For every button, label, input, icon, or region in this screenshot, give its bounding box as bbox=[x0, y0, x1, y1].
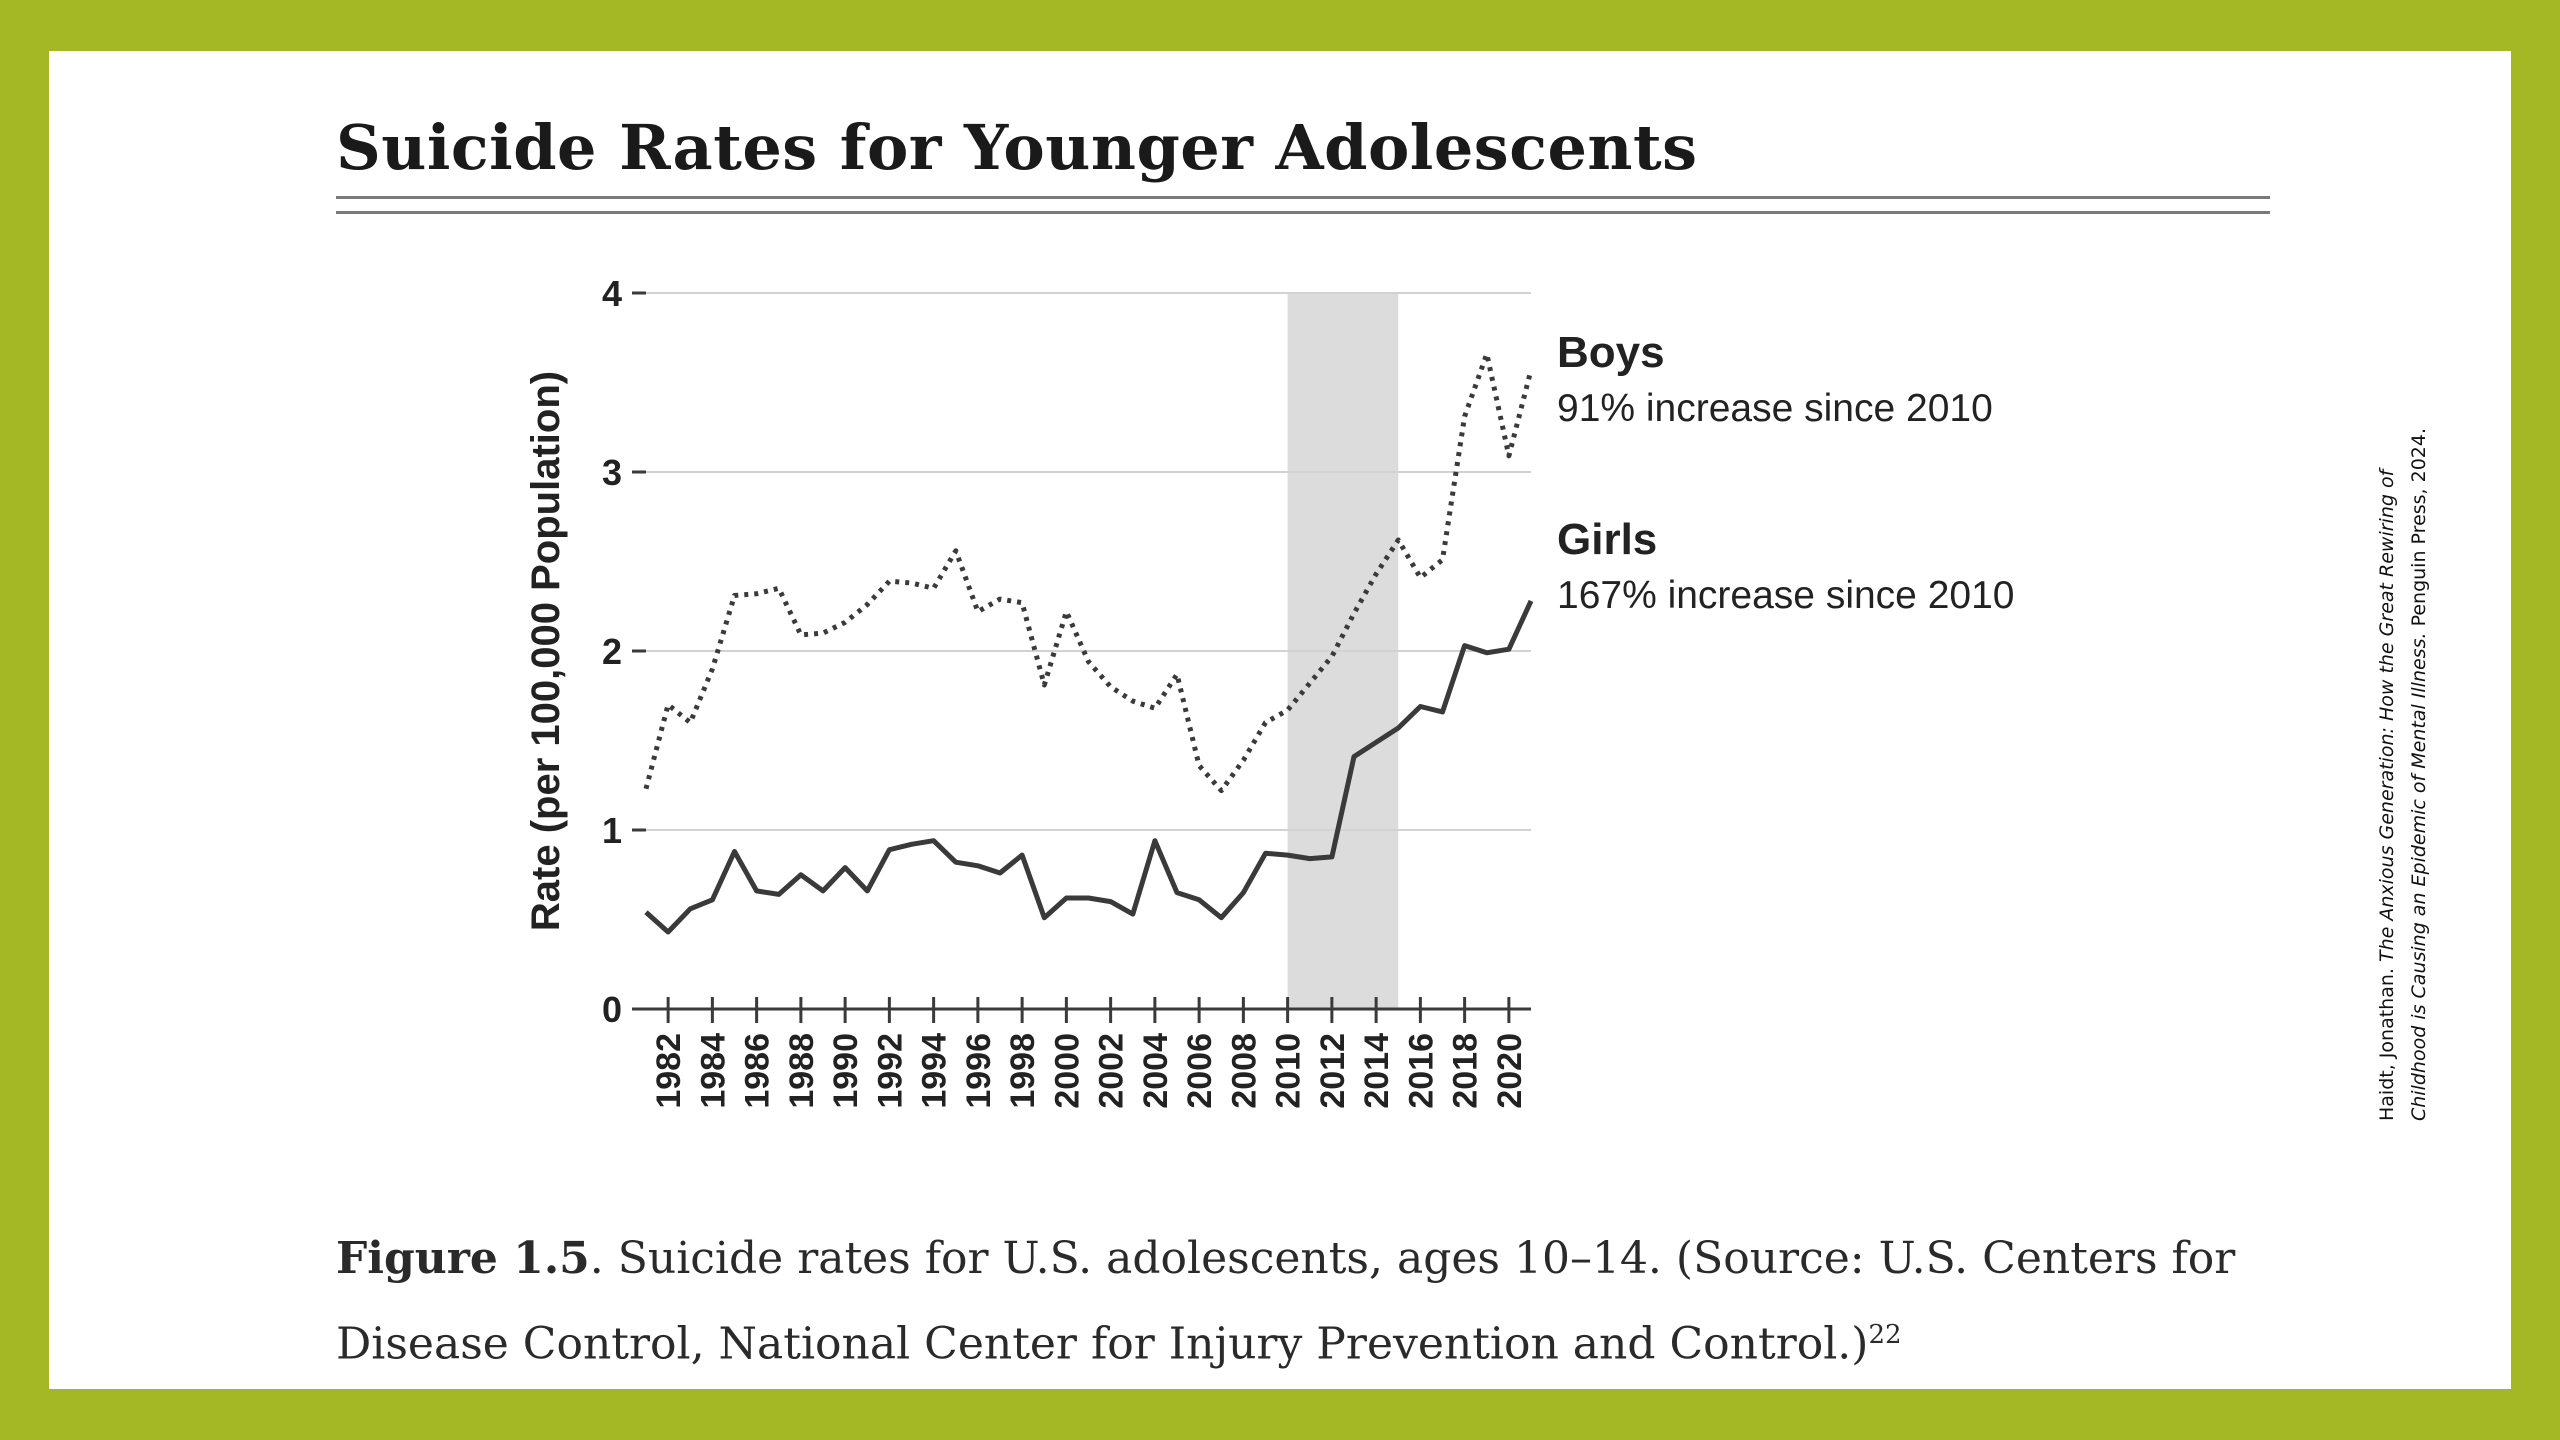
x-tick-label: 1988 bbox=[783, 1033, 821, 1109]
figure-caption: Figure 1.5. Suicide rates for U.S. adole… bbox=[336, 1221, 2296, 1383]
y-tick-label: 0 bbox=[602, 989, 622, 1030]
series-name-girls: Girls bbox=[1557, 515, 1657, 564]
y-tick-label: 1 bbox=[602, 810, 622, 851]
caption-footnote: 22 bbox=[1868, 1320, 1902, 1350]
series-name-boys: Boys bbox=[1557, 328, 1665, 377]
x-tick-label: 1986 bbox=[739, 1033, 777, 1109]
x-tick-label: 2006 bbox=[1181, 1033, 1219, 1109]
y-tick-label: 2 bbox=[602, 631, 622, 672]
line-chart: 0 1 2 3 4 1982 1984 1986 1988 1990 1992 1994 1996 199… bbox=[524, 273, 2014, 1109]
series-line-girls bbox=[644, 599, 1534, 935]
x-tick-label: 2002 bbox=[1093, 1033, 1131, 1109]
x-tick-label: 2014 bbox=[1358, 1033, 1396, 1109]
x-tick-label: 1982 bbox=[650, 1033, 688, 1109]
citation-line-1: Haidt, Jonathan. The Anxious Generation:… bbox=[2376, 469, 2398, 1121]
x-tick-label: 1996 bbox=[960, 1033, 998, 1109]
caption-text: . Suicide rates for U.S. adolescents, ag… bbox=[336, 1233, 2236, 1370]
series-annotation-boys: 91% increase since 2010 bbox=[1557, 387, 1993, 430]
citation: Haidt, Jonathan. The Anxious Generation:… bbox=[2371, 428, 2435, 1121]
x-tick-label: 1994 bbox=[916, 1033, 954, 1109]
x-tick-label: 2012 bbox=[1314, 1033, 1352, 1109]
citation-line-2: Childhood is Causing an Epidemic of Ment… bbox=[2408, 427, 2430, 1121]
x-tick-label: 1990 bbox=[827, 1033, 865, 1109]
x-tick-label: 2016 bbox=[1402, 1033, 1440, 1109]
x-tick-label: 1998 bbox=[1004, 1033, 1042, 1109]
title-rule-bottom bbox=[336, 211, 2270, 214]
x-tick-label: 2018 bbox=[1447, 1033, 1485, 1109]
x-tick-label: 1992 bbox=[871, 1033, 909, 1109]
x-tick-label: 2020 bbox=[1491, 1033, 1529, 1109]
series-annotation-girls: 167% increase since 2010 bbox=[1557, 574, 2014, 617]
y-tick-label: 4 bbox=[602, 273, 622, 314]
caption-label: Figure 1.5 bbox=[336, 1233, 590, 1284]
x-tick-label: 2008 bbox=[1225, 1033, 1263, 1109]
x-tick-label: 2000 bbox=[1048, 1033, 1086, 1109]
y-tick-label: 3 bbox=[602, 452, 622, 493]
series-line-boys bbox=[643, 351, 1534, 794]
page-title: Suicide Rates for Younger Adolescents bbox=[336, 111, 1698, 184]
x-tick-label: 2010 bbox=[1270, 1033, 1308, 1109]
x-tick-label: 2004 bbox=[1137, 1033, 1175, 1109]
y-axis-label: Rate (per 100,000 Population) bbox=[524, 371, 568, 931]
x-tick-label: 1984 bbox=[694, 1033, 732, 1109]
title-rule-top bbox=[336, 196, 2270, 199]
